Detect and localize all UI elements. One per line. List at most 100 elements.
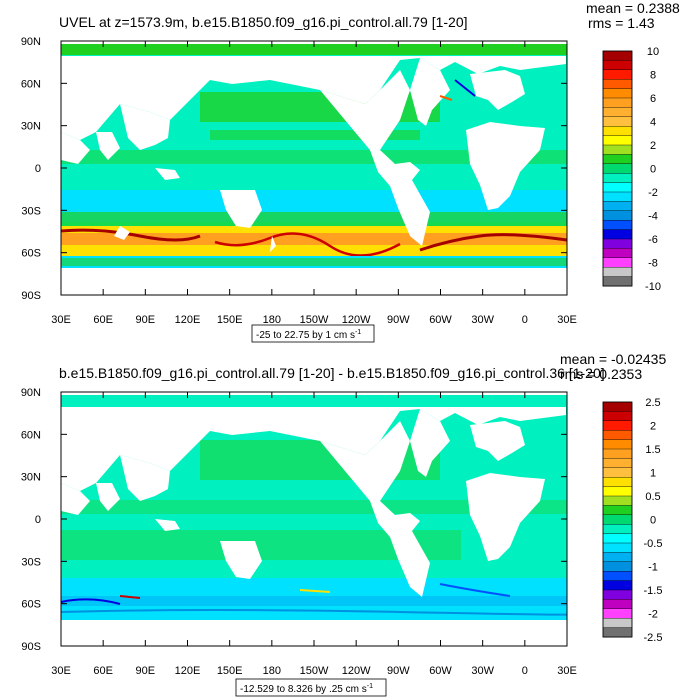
acc-anomaly-4 bbox=[439, 583, 511, 597]
x-tick-label: 60W bbox=[429, 665, 452, 677]
x-tick-label: 150W bbox=[300, 665, 329, 677]
colorbar-label: -4 bbox=[648, 211, 658, 223]
colorbar-label: 2 bbox=[650, 421, 656, 433]
x-tick-label: 90E bbox=[136, 314, 156, 326]
colorbar-swatch bbox=[602, 116, 633, 127]
panel-title: b.e15.B1850.f09_g16.pi_control.all.79 [1… bbox=[59, 365, 605, 381]
colorbar-swatch bbox=[602, 50, 633, 61]
x-tick-label: 150E bbox=[217, 665, 243, 677]
y-axis: 90N 60N 30N 0 30S 60S 90S bbox=[21, 36, 567, 302]
colorbar-label: 0 bbox=[650, 164, 656, 176]
colorbar-swatch bbox=[602, 439, 633, 450]
colorbar-label: 4 bbox=[650, 117, 656, 129]
colorbar-swatch bbox=[602, 420, 633, 431]
colorbar-label: -1.5 bbox=[644, 585, 663, 597]
colorbar-swatch bbox=[602, 144, 633, 155]
x-tick-label: 30W bbox=[471, 665, 494, 677]
y-axis: 90N 60N 30N 0 30S 60S 90S bbox=[21, 387, 567, 653]
colorbar-swatch bbox=[602, 571, 633, 582]
x-tick-label: 120W bbox=[342, 665, 371, 677]
x-tick-label: 90E bbox=[136, 665, 156, 677]
colorbar-label: 6 bbox=[650, 93, 656, 105]
band-equatorial bbox=[61, 500, 567, 514]
colorbar: 10 8 6 4 2 0 -2 -4 -6 -8 -10 bbox=[602, 46, 661, 293]
colorbar-swatch bbox=[602, 599, 633, 610]
colorbar-swatch bbox=[602, 552, 633, 563]
colorbar-swatch bbox=[602, 201, 633, 212]
x-tick-label: 150W bbox=[300, 314, 329, 326]
x-tick-label: 30W bbox=[471, 314, 494, 326]
colorbar-label: -10 bbox=[645, 281, 661, 293]
y-tick-label: 60N bbox=[21, 78, 41, 90]
colorbar-swatch bbox=[602, 135, 633, 146]
mean-stat: mean = -0.02435 bbox=[560, 351, 666, 367]
colorbar-frame bbox=[602, 401, 633, 638]
x-tick-label: 0 bbox=[522, 665, 528, 677]
colorbar-label: 0 bbox=[650, 515, 656, 527]
y-tick-label: 30S bbox=[21, 205, 41, 217]
colorbar-swatch bbox=[602, 191, 633, 202]
y-tick-label: 0 bbox=[35, 514, 41, 526]
colorbar-swatch bbox=[602, 257, 633, 268]
x-tick-label: 120E bbox=[175, 314, 201, 326]
range-note: -25 to 22.75 by 1 cm s-1 bbox=[256, 329, 361, 341]
y-tick-label: 90S bbox=[21, 290, 41, 302]
colorbar-swatch bbox=[602, 561, 633, 572]
acc-jet-pacific bbox=[214, 232, 401, 257]
x-tick-label: 60W bbox=[429, 314, 452, 326]
y-tick-label: 90N bbox=[21, 36, 41, 48]
colorbar-swatch bbox=[602, 411, 633, 422]
colorbar-swatch bbox=[602, 458, 633, 469]
colorbar-swatch bbox=[602, 542, 633, 553]
colorbar-label: -2 bbox=[648, 609, 658, 621]
range-note: -12.529 to 8.326 by .25 cm s-1 bbox=[240, 683, 373, 695]
rms-stat: rms = 0.2353 bbox=[560, 366, 642, 382]
x-tick-label: 30E bbox=[51, 665, 71, 677]
colorbar-swatch bbox=[602, 97, 633, 108]
band-equatorial bbox=[61, 150, 567, 164]
acc-core bbox=[61, 233, 567, 245]
acc-jet-atlantic bbox=[419, 233, 567, 252]
x-axis: 30E 60E 90E 120E 150E 180 150W 120W 90W 60W 30W 0 30… bbox=[51, 41, 577, 326]
y-tick-label: 60S bbox=[21, 248, 41, 260]
x-tick-label: 180 bbox=[263, 314, 281, 326]
colorbar-label: 2.5 bbox=[645, 397, 660, 409]
band-south-2 bbox=[61, 596, 567, 606]
n-atlantic-feature bbox=[454, 79, 476, 97]
acc-anomaly-3 bbox=[299, 589, 331, 593]
rms-stat: rms = 1.43 bbox=[588, 15, 655, 31]
colorbar-swatch bbox=[602, 88, 633, 99]
colorbar-swatch bbox=[602, 430, 633, 441]
colorbar-swatch bbox=[602, 238, 633, 249]
colorbar-label: -6 bbox=[648, 234, 658, 246]
acc-anomaly-1 bbox=[61, 598, 121, 605]
y-tick-label: 0 bbox=[35, 163, 41, 175]
range-box bbox=[251, 324, 375, 343]
colorbar-swatch bbox=[602, 505, 633, 516]
range-box bbox=[235, 678, 387, 697]
colorbar-swatch bbox=[602, 248, 633, 259]
band-south-mid bbox=[61, 212, 567, 226]
colorbar-swatch bbox=[602, 182, 633, 193]
acc-anomaly-2 bbox=[119, 595, 141, 599]
colorbar-swatch bbox=[602, 589, 633, 600]
colorbar-label: 1 bbox=[650, 468, 656, 480]
colorbar-swatch bbox=[602, 276, 633, 287]
colorbar-swatch bbox=[602, 477, 633, 488]
colorbar-label: -2.5 bbox=[644, 632, 663, 644]
colorbar-label: -0.5 bbox=[644, 538, 663, 550]
south-edge-band-2 bbox=[61, 258, 567, 266]
colorbar-swatch bbox=[602, 154, 633, 165]
colorbar-swatch bbox=[602, 69, 633, 80]
map-field bbox=[61, 392, 567, 646]
x-tick-label: 120E bbox=[175, 665, 201, 677]
colorbar-swatch bbox=[602, 627, 633, 638]
panel-bottom: b.e15.B1850.f09_g16.pi_control.all.79 [1… bbox=[21, 351, 666, 697]
colorbar-swatch bbox=[602, 533, 633, 544]
colorbar-swatch bbox=[602, 495, 633, 506]
colorbar-swatch bbox=[602, 163, 633, 174]
colorbar-swatch bbox=[602, 448, 633, 459]
colorbar-label: 1.5 bbox=[645, 444, 660, 456]
n-atlantic-feature-2 bbox=[439, 95, 453, 101]
